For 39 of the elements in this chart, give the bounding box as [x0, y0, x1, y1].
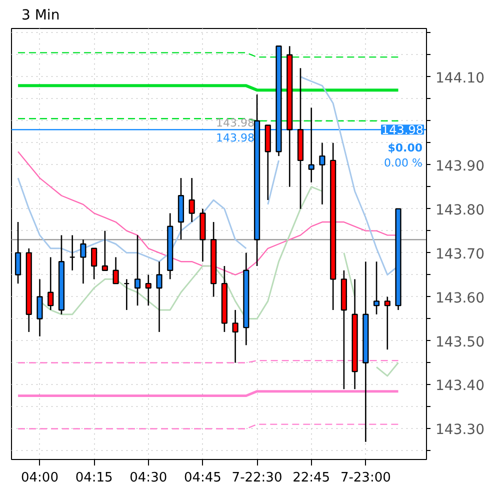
- annotation: 143.98: [216, 116, 255, 130]
- candlestick: [69, 234, 76, 272]
- candlestick: [319, 142, 326, 206]
- chart-title: 3 Min: [22, 8, 60, 24]
- candlestick: [156, 260, 162, 333]
- x-tick-label: 04:30: [130, 470, 168, 486]
- y-tick-label: 143.70: [436, 246, 484, 262]
- y-tick-label: 143.50: [436, 334, 484, 350]
- y-tick-label: 143.90: [436, 158, 484, 174]
- candlestick: [14, 221, 22, 284]
- x-tick-label: 7-22:30: [232, 470, 282, 486]
- candlestick: [112, 256, 119, 284]
- candlestick: [124, 278, 130, 311]
- x-tick-label: 04:45: [184, 470, 222, 486]
- candlestick: [308, 107, 314, 184]
- y-tick-label: 143.40: [436, 378, 484, 394]
- candlestick: [188, 177, 195, 223]
- candlestick: [373, 260, 380, 316]
- annotation: 0.00 %: [384, 156, 423, 170]
- candlestick: [36, 278, 43, 338]
- candlestick: [145, 274, 152, 306]
- candlestick: [232, 309, 238, 364]
- candlestick: [134, 234, 141, 306]
- annotation: 143.98: [216, 132, 255, 145]
- candlestick: [48, 256, 54, 311]
- candlestick: [384, 296, 390, 350]
- candlestick: [80, 238, 86, 284]
- ref-line-label: 143.98: [382, 123, 424, 138]
- y-tick-label: 144.10: [436, 70, 484, 86]
- x-tick-label: 7-23:00: [340, 470, 391, 486]
- y-tick-label: 143.80: [436, 202, 484, 218]
- x-tick-label: 04:15: [75, 470, 113, 486]
- candlestick: [102, 230, 108, 272]
- y-tick-label: 143.60: [436, 290, 484, 306]
- x-tick-label: 22:45: [292, 470, 330, 486]
- y-tick-label: 143.30: [436, 422, 484, 438]
- x-tick-label: 04:00: [21, 470, 58, 486]
- candlestick: [91, 248, 98, 280]
- annotation: $0.00: [388, 142, 423, 155]
